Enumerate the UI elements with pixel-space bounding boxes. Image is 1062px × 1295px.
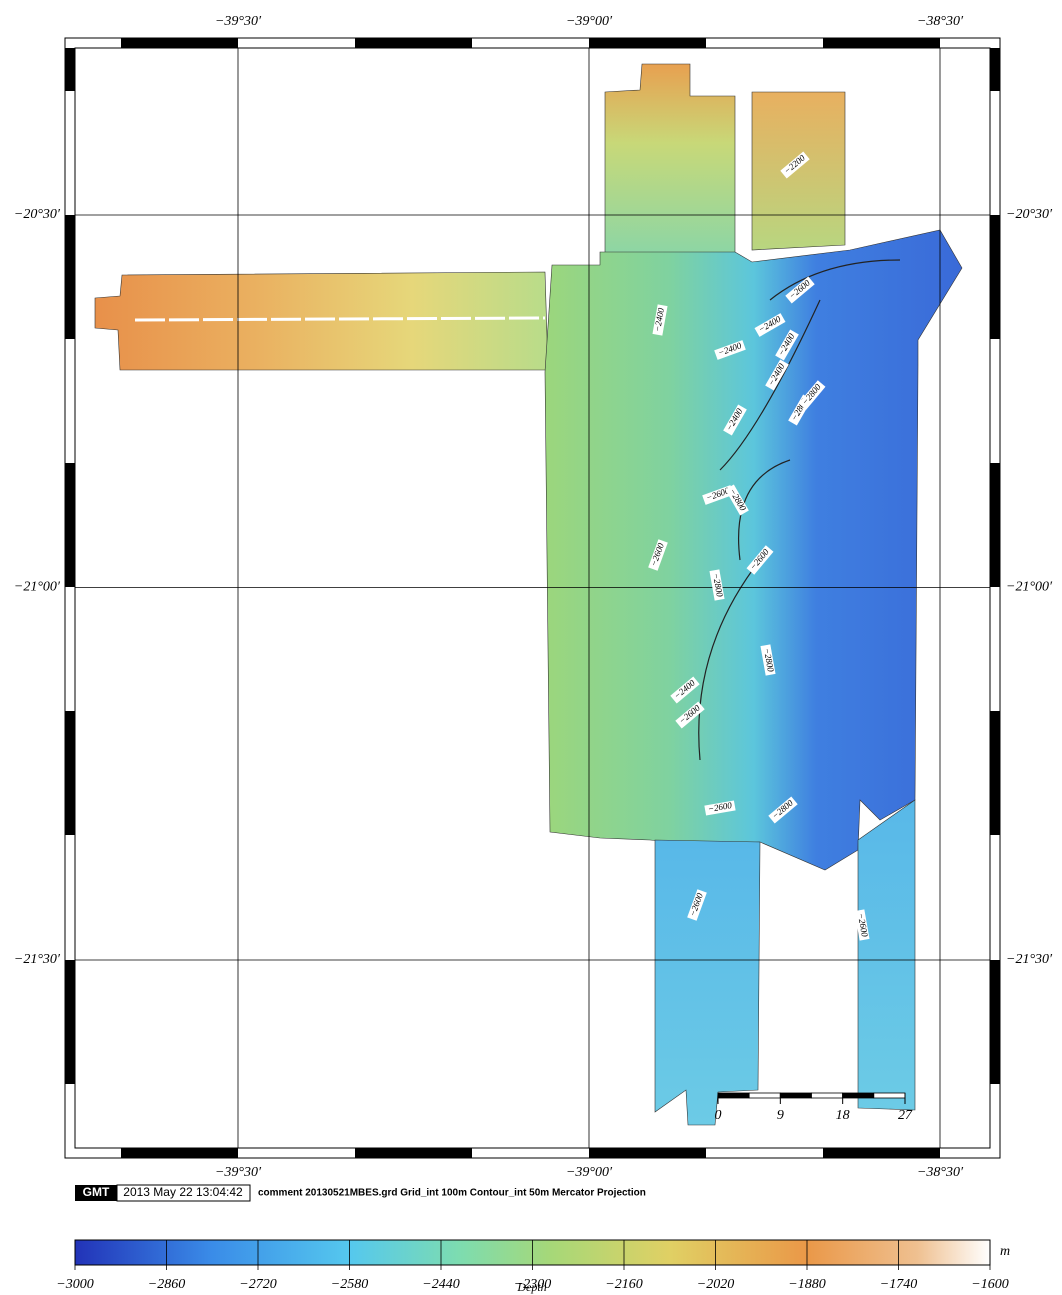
lon-label: −38°30′	[917, 1165, 964, 1180]
colorbar-label: −2860	[148, 1277, 185, 1292]
se-survey-strip	[858, 800, 915, 1110]
lon-label: −39°00′	[566, 1165, 613, 1180]
colorbar-label: −2160	[605, 1277, 642, 1292]
sw-survey-strip	[655, 840, 760, 1125]
scale-bar-segment	[874, 1093, 905, 1098]
lon-label: −38°30′	[917, 14, 964, 29]
logo: GMT	[83, 1185, 110, 1199]
scale-bar-segment	[780, 1093, 811, 1098]
colorbar-label: −2300	[514, 1277, 551, 1292]
timestamp: 2013 May 22 13:04:42	[123, 1185, 243, 1199]
scale-bar-segment	[843, 1093, 874, 1098]
lat-label: −20°30′	[1006, 207, 1053, 222]
lat-label: −21°30′	[14, 952, 61, 967]
data-gap	[135, 318, 545, 320]
map-page: GMT 2013 May 22 13:04:42 comment 2013052…	[0, 0, 1062, 1295]
colorbar-label: −1600	[971, 1277, 1008, 1292]
stamp: GMT 2013 May 22 13:04:42 comment 2013052…	[75, 1185, 646, 1201]
lat-label: −20°30′	[14, 207, 61, 222]
colorbar-label: −2720	[239, 1277, 276, 1292]
lat-label: −21°00′	[1006, 580, 1053, 595]
colorbar-label: −2440	[422, 1277, 459, 1292]
main-survey-block	[545, 230, 962, 870]
colorbar-unit: m	[1000, 1244, 1010, 1259]
lon-label: −39°30′	[215, 14, 262, 29]
colorbar-label: −1740	[880, 1277, 917, 1292]
scale-bar-label: 18	[836, 1108, 850, 1123]
colorbar-label: −3000	[56, 1277, 93, 1292]
colorbar-label: −2580	[331, 1277, 368, 1292]
scale-bar-label: 9	[777, 1108, 784, 1123]
lon-label: −39°00′	[566, 14, 613, 29]
scale-bar-segment	[749, 1093, 780, 1098]
scale-bar-label: 0	[715, 1108, 722, 1123]
colorbar-label: −2020	[697, 1277, 734, 1292]
comment: comment 20130521MBES.grd Grid_int 100m C…	[258, 1188, 646, 1199]
colorbar-label: −1880	[788, 1277, 825, 1292]
scale-bar-segment	[812, 1093, 843, 1098]
scale-bar-label: 27	[898, 1108, 913, 1123]
lat-label: −21°00′	[14, 580, 61, 595]
scale-bar-segment	[718, 1093, 749, 1098]
lon-label: −39°30′	[215, 1165, 262, 1180]
lat-label: −21°30′	[1006, 952, 1053, 967]
ne-survey-strip	[752, 92, 845, 250]
